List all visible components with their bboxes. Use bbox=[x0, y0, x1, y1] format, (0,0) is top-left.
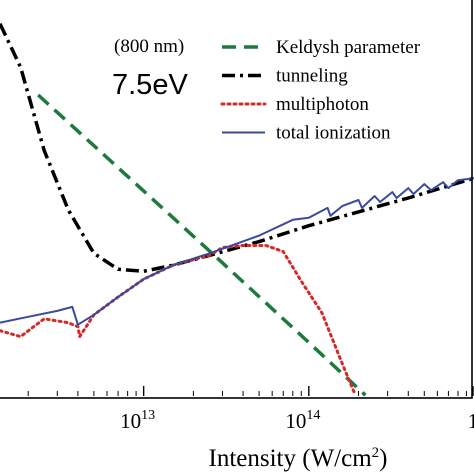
legend-label-multiphoton: multiphoton bbox=[276, 94, 369, 115]
annotation-wavelength: (800 nm) bbox=[114, 36, 184, 57]
x-ticks: 1013 1014 1 bbox=[27, 386, 474, 433]
legend: Keldysh parameter tunneling multiphoton tot… bbox=[220, 37, 421, 144]
axes-frame bbox=[0, 0, 473, 399]
x-tick-label: 1 bbox=[468, 409, 474, 433]
x-tick-label: 1013 bbox=[120, 408, 155, 433]
series-line-multiphoton bbox=[0, 244, 357, 396]
x-tick-label: 1014 bbox=[285, 408, 320, 433]
series-line-total bbox=[0, 177, 474, 326]
legend-label-keldysh: Keldysh parameter bbox=[276, 37, 421, 58]
legend-label-tunneling: tunneling bbox=[276, 66, 348, 87]
series-lines bbox=[0, 23, 474, 397]
legend-label-total: total ionization bbox=[276, 123, 391, 144]
x-axis-label-sup: 2 bbox=[372, 445, 380, 461]
series-line-keldysh bbox=[37, 93, 367, 397]
series-line-tunneling bbox=[0, 23, 474, 274]
x-axis-label: Intensity (W/cm2) bbox=[209, 445, 388, 472]
annotation-energy: 7.5eV bbox=[112, 69, 188, 101]
